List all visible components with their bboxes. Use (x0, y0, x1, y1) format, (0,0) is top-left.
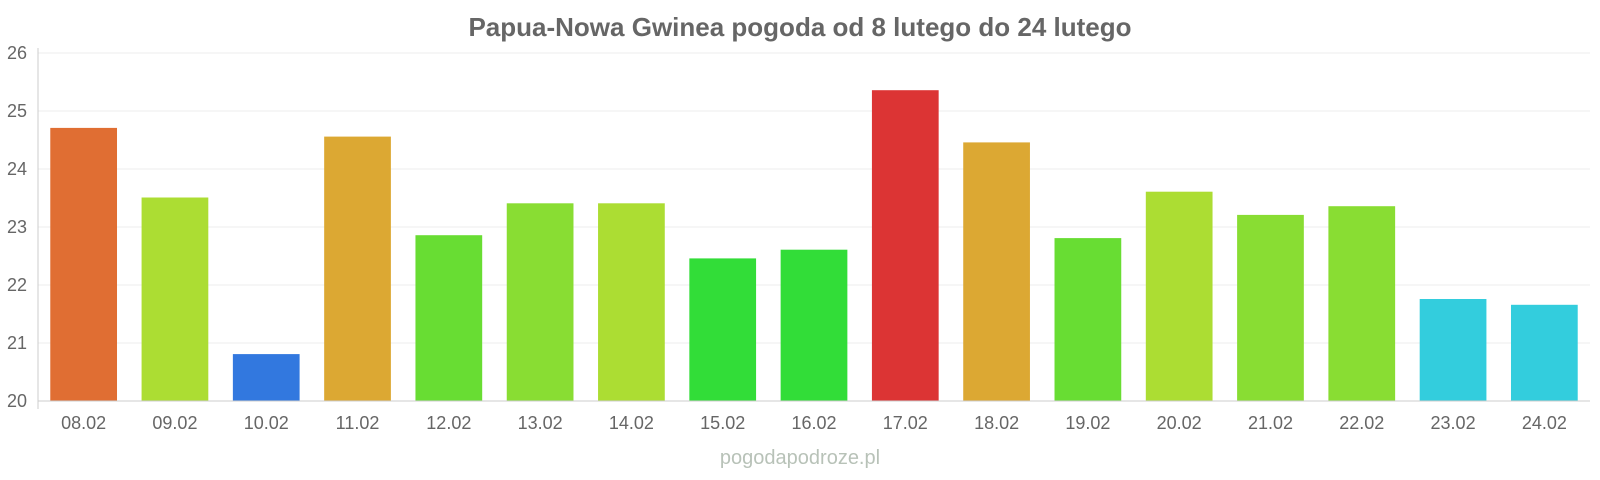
y-tick-label: 26 (7, 43, 27, 63)
bar-13.02 (506, 203, 574, 402)
bar-24.02 (1510, 304, 1578, 402)
bar-18.02 (963, 142, 1030, 402)
x-tick-label: 21.02 (1248, 413, 1293, 433)
y-axis: 20 21 22 23 24 25 26 (7, 43, 39, 411)
bar-12.02 (415, 235, 483, 402)
chart-title: Papua-Nowa Gwinea pogoda od 8 lutego do … (468, 12, 1131, 42)
x-tick-label: 15.02 (700, 413, 745, 433)
y-tick-label: 25 (7, 101, 27, 121)
bar-11.02 (324, 136, 391, 402)
x-tick-label: 13.02 (518, 413, 563, 433)
y-tick-label: 20 (7, 391, 27, 411)
bar-19.02 (1054, 238, 1122, 402)
bars (50, 90, 1578, 402)
bar-14.02 (598, 203, 665, 402)
x-tick-label: 14.02 (609, 413, 654, 433)
x-axis: 08.02 09.02 10.02 11.02 12.02 13.02 14.02 15.02… (38, 400, 1590, 433)
bar-17.02 (871, 90, 939, 402)
x-tick-label: 19.02 (1065, 413, 1110, 433)
bar-22.02 (1328, 206, 1396, 402)
bar-20.02 (1145, 191, 1213, 402)
bar-10.02 (232, 354, 300, 402)
x-tick-label: 08.02 (61, 413, 106, 433)
x-tick-label: 20.02 (1157, 413, 1202, 433)
y-tick-label: 23 (7, 217, 27, 237)
bar-21.02 (1237, 214, 1304, 402)
x-tick-label: 18.02 (974, 413, 1019, 433)
x-tick-label: 12.02 (426, 413, 471, 433)
bar-09.02 (141, 197, 209, 402)
y-tick-label: 22 (7, 275, 27, 295)
bar-15.02 (689, 258, 757, 402)
x-tick-label: 11.02 (336, 413, 380, 433)
x-tick-label: 10.02 (244, 413, 289, 433)
site-watermark: pogodapodroze.pl (720, 447, 880, 469)
bar-23.02 (1419, 299, 1487, 402)
x-tick-label: 24.02 (1522, 413, 1567, 433)
x-tick-label: 23.02 (1431, 413, 1476, 433)
x-tick-label: 17.02 (883, 413, 928, 433)
x-tick-label: 09.02 (152, 413, 197, 433)
y-tick-label: 21 (7, 333, 27, 353)
y-tick-label: 24 (7, 159, 27, 179)
bar-08.02 (50, 127, 118, 402)
x-tick-label: 16.02 (791, 413, 836, 433)
x-tick-label: 22.02 (1339, 413, 1384, 433)
bar-16.02 (780, 249, 848, 402)
